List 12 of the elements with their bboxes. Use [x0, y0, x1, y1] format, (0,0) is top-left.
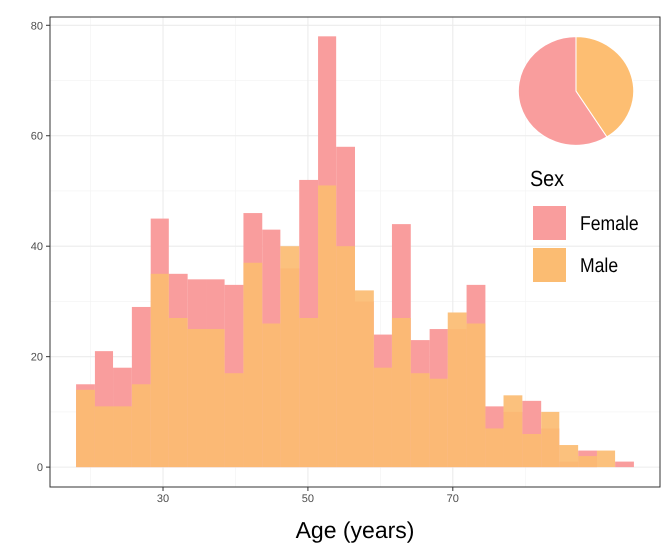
- x-tick-label: 30: [156, 493, 170, 505]
- legend-label: Female: [580, 212, 639, 234]
- x-axis-title: Age (years): [296, 517, 414, 543]
- legend-label: Male: [580, 254, 618, 276]
- y-tick-label: 20: [30, 352, 43, 364]
- legend-title: Sex: [530, 167, 565, 192]
- y-tick-label: 80: [30, 20, 43, 32]
- y-tick-label: 60: [30, 130, 43, 143]
- y-tick-label: 40: [30, 241, 43, 254]
- x-tick-label: 70: [446, 493, 459, 505]
- y-tick-label: 0: [36, 462, 43, 474]
- x-tick-label: 50: [302, 493, 314, 505]
